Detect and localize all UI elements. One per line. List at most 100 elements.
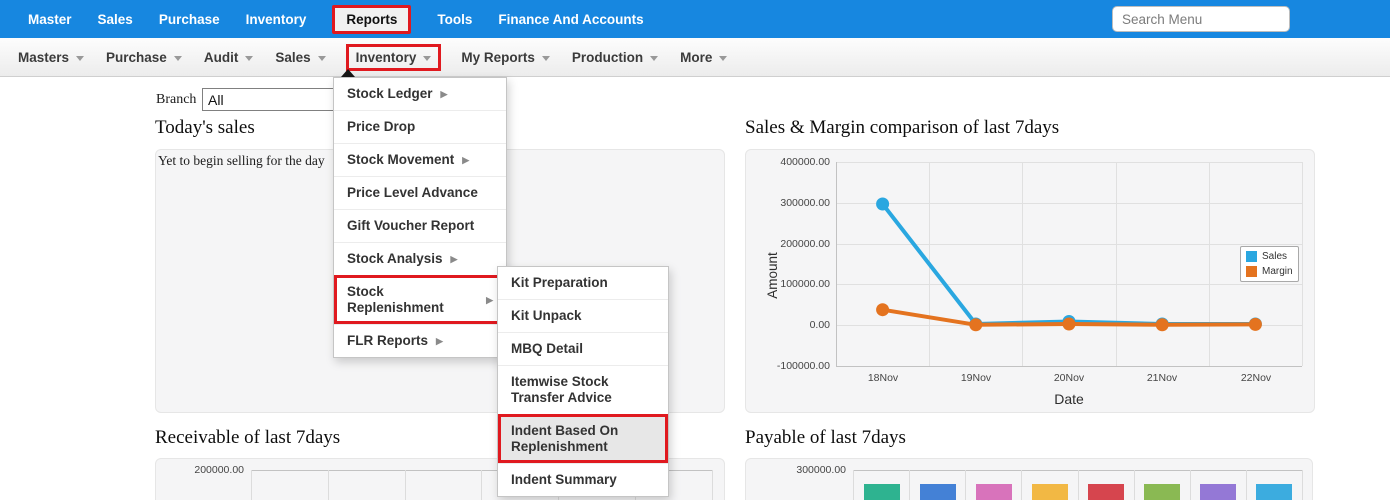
dropdown-stock-replenishment-label: Stock Replenishment [347,284,444,315]
payable-bar [863,484,900,500]
chevron-down-icon [317,55,326,61]
y-tick: 300000.00 [796,464,846,476]
dropdown-gift-voucher-report[interactable]: Gift Voucher Report [334,209,506,242]
dropdown-flr-reports[interactable]: FLR Reports ▶ [334,324,506,357]
y-tick: 200000.00 [194,464,244,476]
chevron-down-icon [650,55,659,61]
submenu-kit-unpack-label: Kit Unpack [511,308,582,323]
sales-swatch-icon [1246,251,1257,262]
dropdown-price-drop[interactable]: Price Drop [334,110,506,143]
payable-chart-panel: 300000.00 [745,458,1313,500]
submenu-itemwise-stock-transfer-advice-label: Itemwise Stock Transfer Advice [511,374,612,405]
menu-audit[interactable]: Audit [202,47,256,68]
today-sales-empty-message: Yet to begin selling for the day [158,153,325,168]
top-nav-master[interactable]: Master [28,11,72,27]
submenu-mbq-detail[interactable]: MBQ Detail [498,332,668,365]
top-nav-sales[interactable]: Sales [97,11,133,27]
submenu-indent-summary[interactable]: Indent Summary [498,463,668,496]
menu-masters-label: Masters [18,49,70,65]
chart-legend: Sales Margin [1240,246,1299,282]
payable-title: Payable of last 7days [745,427,906,448]
inventory-dropdown-menu: Stock Ledger ▶ Price Drop Stock Movement ▶… [333,77,507,358]
payable-bar [1144,484,1181,500]
payable-bar [975,484,1012,500]
submenu-arrow-icon: ▶ [462,155,470,165]
chevron-down-icon [423,55,432,61]
menu-production[interactable]: Production [570,47,660,68]
dropdown-stock-movement-label: Stock Movement [347,152,455,167]
menu-my-reports[interactable]: My Reports [459,47,552,68]
dropdown-flr-reports-label: FLR Reports [347,333,428,348]
dropdown-stock-movement[interactable]: Stock Movement ▶ [334,143,506,176]
dropdown-price-level-advance[interactable]: Price Level Advance [334,176,506,209]
top-nav-purchase[interactable]: Purchase [158,11,220,27]
dropdown-stock-replenishment-highlighted[interactable]: Stock Replenishment ▶ [334,275,506,324]
submenu-arrow-icon: ▶ [440,89,448,99]
y-tick: 200000.00 [780,238,830,250]
submenu-kit-unpack[interactable]: Kit Unpack [498,299,668,332]
legend-margin: Margin [1246,266,1293,277]
x-tick: 21Nov [1146,372,1178,384]
menu-more-label: More [680,49,713,65]
submenu-indent-based-on-replenishment-label: Indent Based On Replenishment [511,423,619,454]
x-tick: 19Nov [960,372,992,384]
payable-bar [919,484,956,500]
y-tick: 400000.00 [780,156,830,168]
menu-audit-label: Audit [203,49,239,65]
reports-menu-bar: Masters Purchase Audit Sales Inventory M… [0,38,1390,77]
submenu-arrow-icon: ▶ [436,336,443,346]
x-tick: 22Nov [1240,372,1272,384]
top-nav-inventory[interactable]: Inventory [245,11,307,27]
submenu-mbq-detail-label: MBQ Detail [511,341,584,356]
dropdown-stock-ledger[interactable]: Stock Ledger ▶ [334,78,506,110]
legend-margin-label: Margin [1262,266,1293,277]
dropdown-gift-voucher-report-label: Gift Voucher Report [347,218,475,233]
chevron-down-icon [541,55,550,61]
x-tick: 20Nov [1053,372,1085,384]
receivable-title: Receivable of last 7days [155,427,341,448]
chevron-down-icon [245,55,254,61]
menu-my-reports-label: My Reports [461,49,535,65]
chevron-down-icon [719,55,728,61]
top-nav-finance-and-accounts[interactable]: Finance And Accounts [498,11,644,27]
submenu-arrow-icon: ▶ [450,254,458,264]
menu-sales[interactable]: Sales [273,47,327,68]
search-menu-input[interactable] [1112,6,1290,32]
dropdown-stock-ledger-label: Stock Ledger [347,86,433,101]
payable-bar [1200,484,1237,500]
menu-production-label: Production [571,49,644,65]
x-tick: 18Nov [867,372,899,384]
dropdown-price-level-advance-label: Price Level Advance [347,185,478,200]
stock-replenishment-submenu: Kit Preparation Kit Unpack MBQ Detail It… [497,266,669,497]
branch-select-input[interactable] [202,88,354,111]
legend-sales-label: Sales [1262,251,1288,262]
dropdown-price-drop-label: Price Drop [347,119,416,134]
payable-bar [1256,484,1293,500]
y-tick: 100000.00 [780,278,830,290]
top-nav-reports-highlighted[interactable]: Reports [332,4,412,34]
top-nav-tools[interactable]: Tools [437,11,473,27]
legend-sales: Sales [1246,251,1293,262]
payable-bar [1088,484,1125,500]
sales-margin-title: Sales & Margin comparison of last 7days [745,117,1060,138]
submenu-itemwise-stock-transfer-advice[interactable]: Itemwise Stock Transfer Advice [498,365,668,414]
menu-inventory-label: Inventory [355,49,417,65]
submenu-arrow-icon: ▶ [486,295,493,305]
y-tick: 300000.00 [780,197,830,209]
menu-inventory-highlighted[interactable]: Inventory [345,43,442,71]
x-axis-label: Date [1054,391,1084,407]
branch-label: Branch [156,92,197,107]
dropdown-stock-analysis[interactable]: Stock Analysis ▶ [334,242,506,275]
margin-swatch-icon [1246,266,1257,277]
submenu-indent-summary-label: Indent Summary [511,472,617,487]
today-sales-title: Today's sales [155,117,255,138]
menu-masters[interactable]: Masters [16,47,86,68]
chevron-down-icon [173,55,182,61]
menu-sales-label: Sales [275,49,311,65]
menu-more[interactable]: More [678,47,729,68]
submenu-kit-preparation[interactable]: Kit Preparation [498,267,668,299]
y-tick: 0.00 [809,319,830,331]
menu-purchase[interactable]: Purchase [104,47,184,68]
submenu-indent-based-on-replenishment-highlighted[interactable]: Indent Based On Replenishment [498,414,668,463]
menu-purchase-label: Purchase [106,49,167,65]
